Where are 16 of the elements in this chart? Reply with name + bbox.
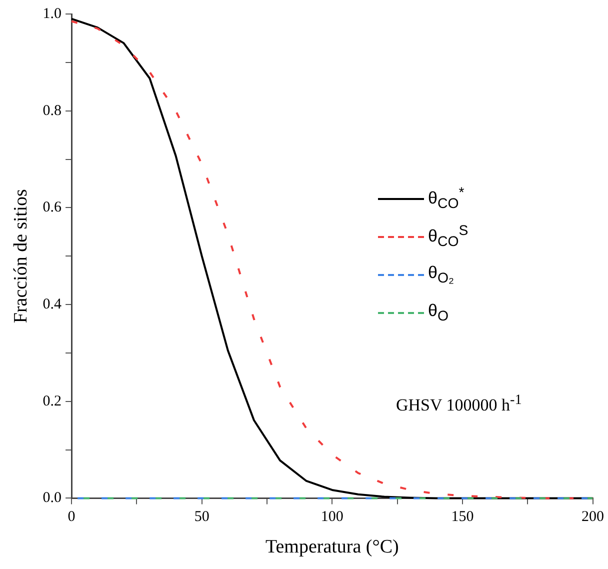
y-tick-label: 0.6 (42, 200, 62, 216)
legend-label: θ$_{O₂}$ (428, 263, 454, 287)
x-tick-label: 150 (451, 509, 474, 526)
x-tick-label: 100 (320, 509, 344, 526)
x-tick-label: 50 (194, 509, 210, 526)
x-tick-label: 200 (582, 509, 604, 526)
annotation: GHSV 100000 h$^{-1}$ (396, 392, 522, 416)
y-tick-label: 1.0 (42, 6, 62, 22)
y-tick-label: 0.8 (42, 102, 62, 119)
legend-label: θ$_{O}$ (428, 301, 448, 325)
y-tick-label: 0.0 (42, 490, 62, 506)
x-axis-title: Temperatura (°C) (265, 536, 399, 558)
x-tick-label: 0 (68, 509, 76, 526)
y-axis-title: Fracción de sitios (10, 189, 32, 324)
y-tick-label: 0.2 (42, 393, 62, 410)
y-tick-label: 0.4 (42, 296, 62, 312)
